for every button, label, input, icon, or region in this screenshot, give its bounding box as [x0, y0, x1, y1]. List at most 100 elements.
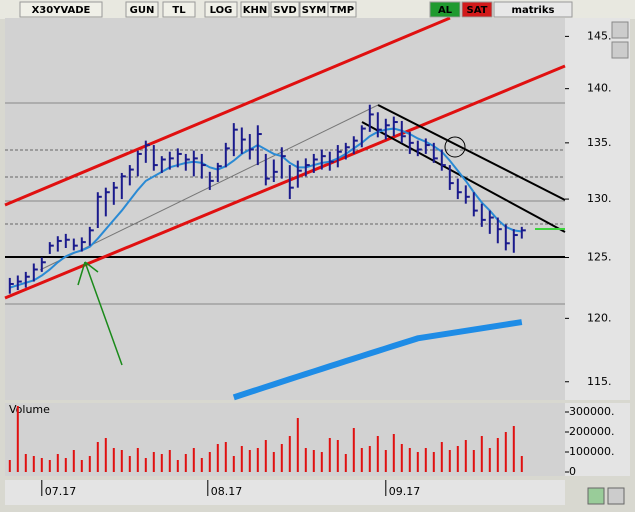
- volume-bar: [256, 448, 259, 472]
- toolbar-buttons: X30YVADE GUN TL LOG KHN SVD SYM TMP AL SAT matriks: [19, 1, 573, 18]
- volume-bar: [424, 448, 427, 472]
- volume-bar: [56, 454, 59, 472]
- volume-bar: [168, 450, 171, 472]
- volume-bar: [488, 448, 491, 472]
- volume-bar: [128, 456, 131, 472]
- volume-bar: [192, 448, 195, 472]
- volume-bar: [144, 458, 147, 472]
- toolbar-button[interactable]: [461, 1, 493, 18]
- volume-bar: [248, 450, 251, 472]
- volume-bar: [232, 456, 235, 472]
- volume-bar: [416, 452, 419, 472]
- x-tick-label: 09.17: [389, 485, 421, 498]
- toolbar-label[interactable]: X30YVADE: [32, 5, 91, 16]
- toolbar-label[interactable]: LOG: [210, 5, 233, 16]
- volume-bar: [376, 436, 379, 472]
- volume-bar: [136, 448, 139, 472]
- x-tick-label: 07.17: [45, 485, 77, 498]
- volume-bar: [448, 450, 451, 472]
- volume-bar: [8, 460, 11, 472]
- y-tick-label: 200000.: [569, 425, 615, 438]
- volume-bar: [384, 450, 387, 472]
- volume-bar: [464, 440, 467, 472]
- refresh-button[interactable]: [587, 487, 605, 505]
- volume-bar: [184, 454, 187, 472]
- y-tick-label: 135.: [587, 136, 612, 149]
- channel-line: [4, 64, 566, 300]
- volume-bar: [456, 446, 459, 472]
- y-tick-label: 100000.: [569, 445, 615, 458]
- moving-average: [9, 127, 522, 289]
- side-button[interactable]: [611, 41, 629, 59]
- moving-average: [232, 319, 523, 401]
- volume-bar: [296, 418, 299, 472]
- volume-bar: [104, 438, 107, 472]
- volume-bar: [432, 452, 435, 472]
- volume-bar: [312, 450, 315, 472]
- price-axis: [565, 18, 630, 400]
- toolbar-button[interactable]: [125, 1, 159, 18]
- volume-bar: [304, 448, 307, 472]
- toolbar-label[interactable]: TMP: [330, 5, 354, 16]
- y-tick-label: 145.: [587, 29, 612, 42]
- toolbar-label[interactable]: SVD: [273, 5, 296, 16]
- volume-bar: [480, 436, 483, 472]
- volume-bar: [504, 432, 507, 472]
- volume-bar: [520, 456, 523, 472]
- channel-line: [4, 16, 451, 207]
- volume-bar: [88, 456, 91, 472]
- volume-bar: [240, 446, 243, 472]
- drawings: [4, 16, 566, 366]
- toolbar-label[interactable]: KHN: [243, 5, 268, 16]
- y-tick-label: 115.: [587, 375, 612, 388]
- volume-bar: [368, 446, 371, 472]
- volume-bar: [392, 434, 395, 472]
- toolbar-label[interactable]: SYM: [302, 5, 326, 16]
- toolbar-button[interactable]: [240, 1, 270, 18]
- toolbar-label[interactable]: AL: [438, 5, 453, 16]
- volume-bar: [216, 444, 219, 472]
- toolbar-button[interactable]: [429, 1, 461, 18]
- volume-bar: [48, 460, 51, 472]
- date-axis: [5, 480, 565, 505]
- volume-bar: [72, 450, 75, 472]
- volume-bar: [208, 452, 211, 472]
- volume-bar: [328, 438, 331, 472]
- volume-bar: [152, 452, 155, 472]
- x-tick-label: 08.17: [211, 485, 243, 498]
- side-button[interactable]: [611, 21, 629, 39]
- plot: 115. 120. 125. 130. 135. 140. 145. Volume 0 10000…: [8, 29, 615, 498]
- toolbar-button[interactable]: [327, 1, 357, 18]
- volume-bar: [288, 436, 291, 472]
- volume-bar: [472, 450, 475, 472]
- volume-bar: [512, 426, 515, 472]
- y-tick-label: 0: [569, 465, 576, 478]
- trend-line: [377, 104, 566, 201]
- toolbar-button[interactable]: [162, 1, 196, 18]
- volume-bar: [344, 454, 347, 472]
- toolbar-button[interactable]: [270, 1, 300, 18]
- volume-bar: [272, 452, 275, 472]
- toolbar-label[interactable]: SAT: [467, 5, 488, 16]
- volume-bar: [112, 448, 115, 472]
- volume-bar: [80, 460, 83, 472]
- settings-button[interactable]: [607, 487, 625, 505]
- toolbar-label[interactable]: matriks: [512, 5, 555, 16]
- volume-bar: [496, 438, 499, 472]
- toolbar-button[interactable]: [493, 1, 573, 18]
- volume-bar: [320, 452, 323, 472]
- y-tick-label: 125.: [587, 251, 612, 264]
- volume-bar: [264, 440, 267, 472]
- y-tick-label: 120.: [587, 311, 612, 324]
- arrow: [77, 261, 123, 366]
- toolbar-button[interactable]: [204, 1, 238, 18]
- volume-bar: [40, 458, 43, 472]
- toolbar-button[interactable]: [19, 1, 103, 18]
- volume-bar: [120, 450, 123, 472]
- volume-bar: [200, 458, 203, 472]
- volume-bar: [352, 428, 355, 472]
- volume-bar: [32, 456, 35, 472]
- toolbar-label[interactable]: TL: [172, 5, 186, 16]
- toolbar-label[interactable]: GUN: [130, 5, 155, 16]
